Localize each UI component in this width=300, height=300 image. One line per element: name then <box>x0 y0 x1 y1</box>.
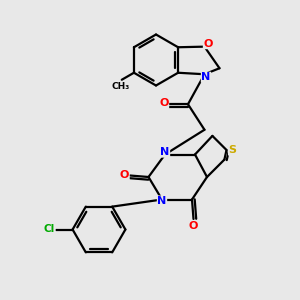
Text: N: N <box>160 147 169 157</box>
Text: N: N <box>201 72 211 82</box>
Text: O: O <box>120 170 129 181</box>
Text: O: O <box>203 39 213 49</box>
Text: S: S <box>229 145 236 155</box>
Text: N: N <box>158 196 166 206</box>
Text: O: O <box>189 220 198 231</box>
Text: Cl: Cl <box>44 224 55 235</box>
Text: CH₃: CH₃ <box>111 82 129 91</box>
Text: O: O <box>159 98 169 108</box>
